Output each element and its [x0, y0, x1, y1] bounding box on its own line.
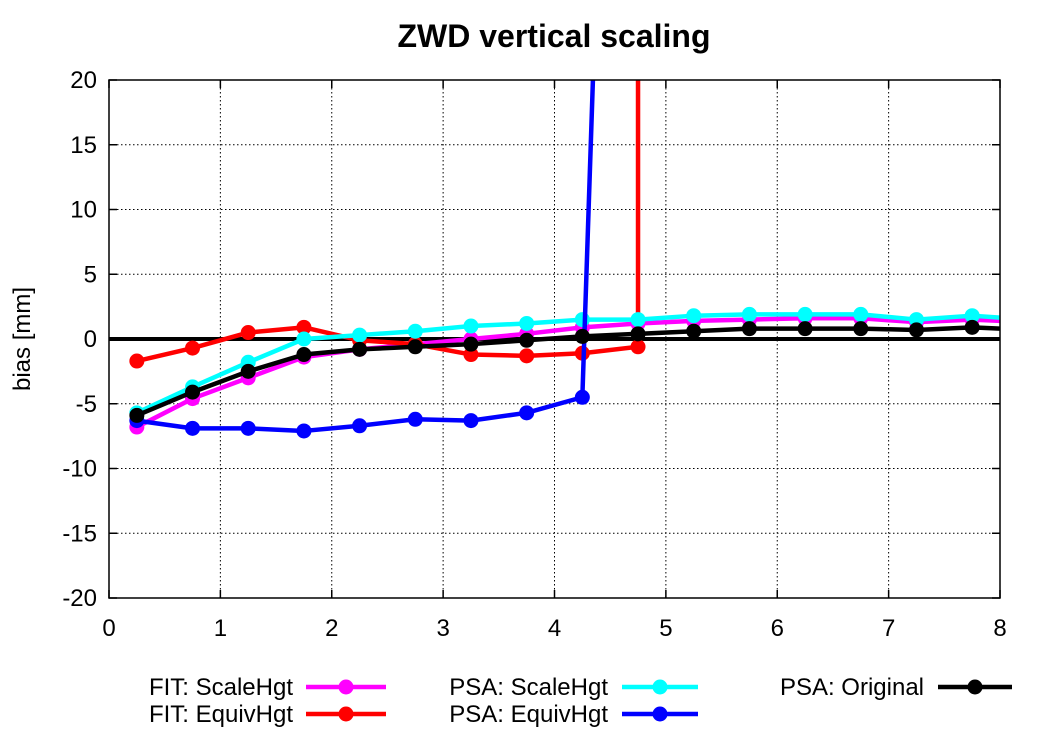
x-tick-label: 4: [548, 615, 561, 642]
data-point: [574, 312, 590, 328]
y-tick-label: -15: [62, 520, 97, 547]
data-point: [741, 321, 757, 337]
data-point: [407, 339, 423, 355]
y-tick-label: -20: [62, 585, 97, 612]
data-point: [185, 340, 201, 356]
data-point: [630, 339, 646, 355]
data-point: [797, 321, 813, 337]
legend-label: FIT: ScaleHgt: [149, 674, 293, 701]
legend-label: PSA: ScaleHgt: [449, 674, 608, 701]
data-point: [1020, 315, 1035, 330]
data-point: [352, 418, 368, 434]
series-line: [136, 80, 641, 364]
legend-swatch-marker: [967, 679, 983, 695]
series-line: [136, 80, 596, 434]
x-tick-label: 8: [993, 615, 1006, 642]
data-point: [797, 306, 813, 322]
legend-swatch-marker: [652, 679, 668, 695]
data-point: [853, 321, 869, 337]
data-point: [240, 325, 256, 341]
grid: [108, 79, 1001, 599]
legend-label: PSA: EquivHgt: [449, 701, 608, 728]
legend-swatch-marker: [652, 706, 668, 722]
data-point: [463, 413, 479, 429]
data-point: [630, 312, 646, 328]
data-point: [574, 389, 590, 405]
data-point: [352, 341, 368, 357]
data-point: [853, 306, 869, 322]
data-point: [185, 384, 201, 400]
data-point: [964, 319, 980, 335]
data-point: [574, 328, 590, 344]
data-point: [519, 348, 535, 364]
data-point: [519, 405, 535, 421]
plot-frame: [108, 79, 1001, 599]
data-point: [1020, 322, 1035, 337]
data-point: [296, 347, 312, 363]
legend-label: PSA: Original: [780, 674, 924, 701]
legend-entry: FIT: EquivHgt: [149, 701, 386, 728]
data-point: [463, 347, 479, 363]
x-tick-label: 3: [436, 615, 449, 642]
legend-swatch-marker: [338, 706, 354, 722]
x-tick-label: 6: [771, 615, 784, 642]
y-tick-label: -5: [76, 391, 97, 418]
data-point: [686, 308, 702, 324]
y-tick-label: 5: [84, 261, 97, 288]
data-point: [908, 322, 924, 338]
data-point: [908, 312, 924, 328]
series-psa-equivhgt: [129, 80, 596, 439]
data-point: [129, 407, 145, 423]
chart-title: ZWD vertical scaling: [398, 18, 711, 54]
x-tick-label: 5: [659, 615, 672, 642]
data-point: [296, 319, 312, 335]
data-point: [352, 327, 368, 343]
data-point: [407, 411, 423, 427]
data-point: [407, 323, 423, 339]
x-tick-label: 0: [102, 615, 115, 642]
data-point: [1020, 312, 1035, 327]
y-tick-label: 10: [70, 197, 97, 224]
x-tick-label: 7: [882, 615, 895, 642]
legend-entry: PSA: Original: [780, 674, 1012, 701]
data-point: [240, 420, 256, 436]
data-point: [463, 336, 479, 352]
data-point: [519, 332, 535, 348]
data-point: [630, 326, 646, 342]
data-point: [129, 353, 145, 369]
legend-entry: PSA: ScaleHgt: [449, 674, 698, 701]
series-psa-original: [129, 319, 1035, 423]
series-psa-scalehgt: [129, 306, 1035, 421]
x-tick-label: 1: [214, 615, 227, 642]
y-tick-label: 15: [70, 132, 97, 159]
data-point: [519, 315, 535, 331]
data-point: [296, 331, 312, 347]
y-axis-label: bias [mm]: [9, 287, 36, 391]
legend-entry: FIT: ScaleHgt: [149, 674, 386, 701]
data-point: [240, 363, 256, 379]
legend-label: FIT: EquivHgt: [149, 701, 293, 728]
data-point: [964, 308, 980, 324]
y-tick-label: 20: [70, 67, 97, 94]
legend-swatch-marker: [338, 679, 354, 695]
series-layer: [129, 80, 1035, 439]
y-tick-label: 0: [84, 326, 97, 353]
data-point: [741, 306, 757, 322]
data-point: [463, 318, 479, 334]
data-point: [185, 420, 201, 436]
series-fit-equivhgt: [129, 80, 646, 369]
data-point: [686, 323, 702, 339]
y-tick-label: -10: [62, 456, 97, 483]
x-tick-label: 2: [325, 615, 338, 642]
data-point: [296, 423, 312, 439]
tick-labels: 0 1 2 3 4 5 6 7 8 -20 -15 -10 -5 0 5 10 15 20: [62, 67, 1006, 642]
legend-entry: PSA: EquivHgt: [449, 701, 698, 728]
